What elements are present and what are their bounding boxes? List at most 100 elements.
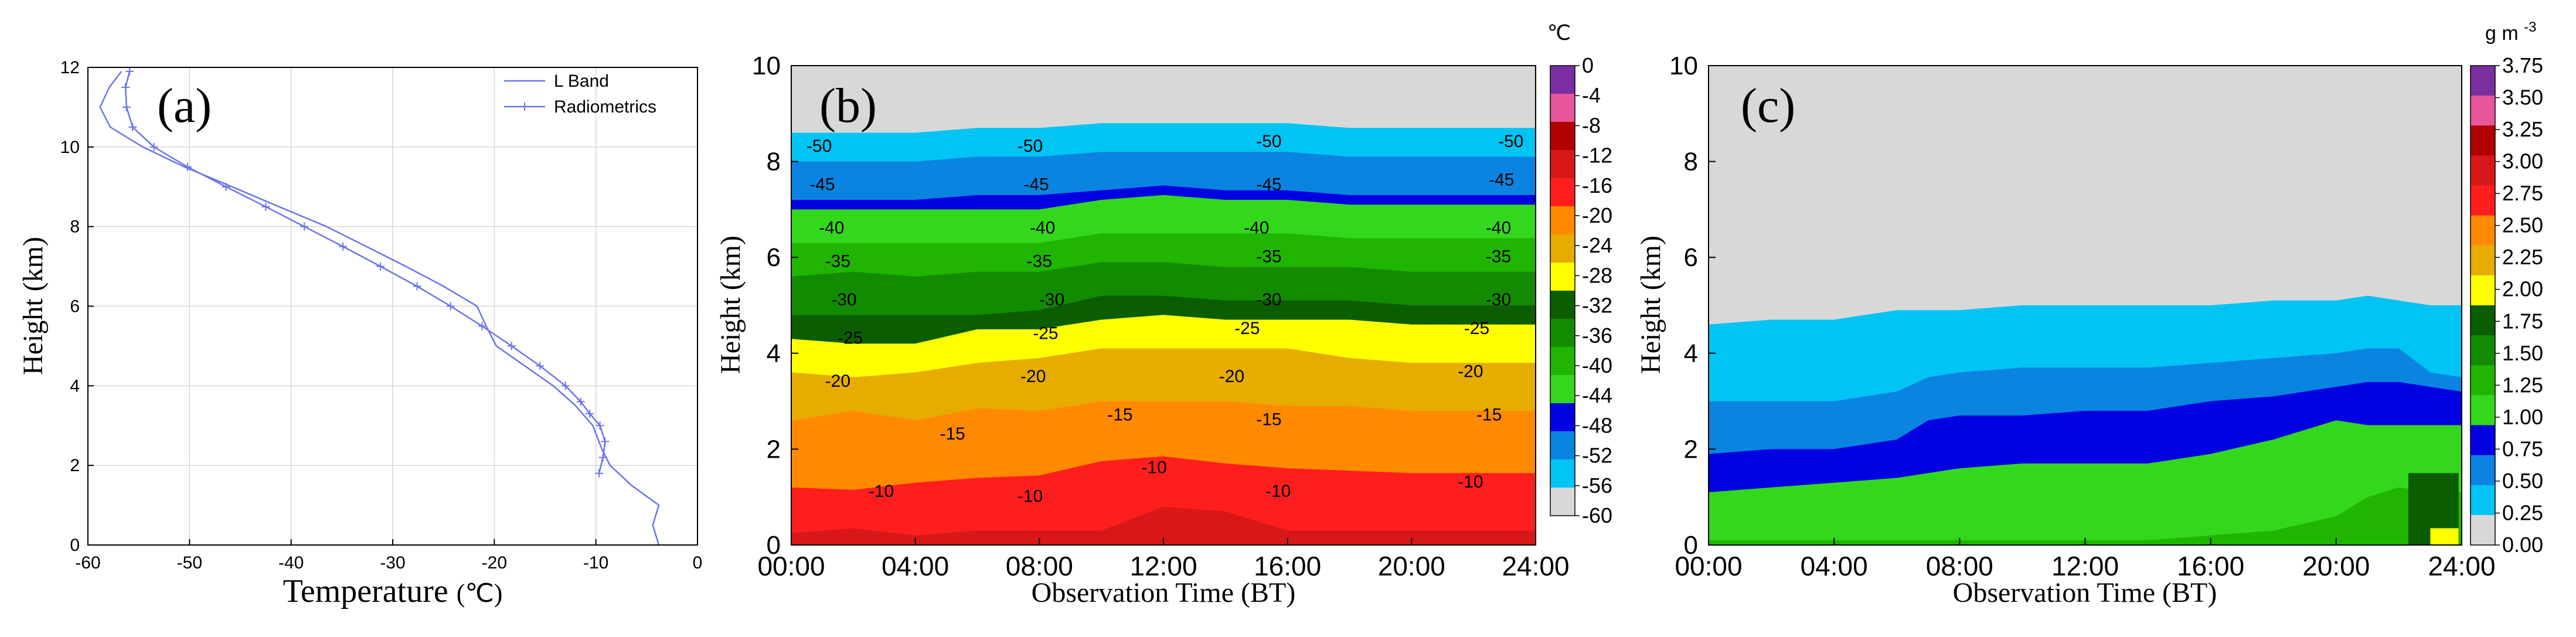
- data-point-radiometrics: [576, 397, 585, 406]
- contour-label: -35: [1256, 247, 1281, 266]
- colorbar-tick-label: 2.50: [2502, 213, 2543, 237]
- panel-a-y-tick-label: 8: [70, 217, 80, 237]
- colorbar-tick-label: 1.00: [2502, 405, 2543, 429]
- panel-c-x-axis-title: Observation Time: [1953, 577, 2155, 608]
- colorbar-swatch: [1550, 94, 1575, 122]
- panel-c-colorbar-unit: g m -3: [2485, 19, 2536, 45]
- colorbar-swatch: [1550, 291, 1575, 319]
- color-band-1_00: [1709, 487, 2462, 545]
- data-point-radiometrics: [561, 381, 570, 390]
- panel-b-y-tick-label: 0: [767, 531, 781, 560]
- panel-b-x-tick-label: 24:00: [1502, 551, 1569, 581]
- contour-label: -25: [1464, 319, 1489, 338]
- panel-c-y-tick-label: 8: [1684, 148, 1698, 176]
- colorbar-swatch: [2470, 305, 2495, 336]
- data-point-radiometrics: [125, 67, 134, 76]
- colorbar-tick-label: 2.75: [2502, 181, 2543, 205]
- panel-a-x-axis-label: Temperature (℃): [283, 573, 503, 609]
- panel-c-x-tick-label: 04:00: [1801, 551, 1868, 581]
- color-band--12: [791, 456, 1536, 545]
- contour-label: -40: [819, 218, 844, 237]
- colorbar-tick-label: -16: [1582, 173, 1612, 197]
- panel-a-x-tick-label: -50: [177, 553, 202, 573]
- panel-a-x-tick-label: -10: [583, 553, 608, 573]
- panel-c-y-tick-label: 4: [1684, 339, 1698, 368]
- panel-b-y-tick-label: 2: [767, 435, 781, 464]
- panel-a-y-tick-label: 0: [70, 536, 80, 555]
- panel-a-y-tick-label: 12: [60, 58, 80, 77]
- colorbar-swatch: [2470, 365, 2495, 396]
- contour-label: -15: [1107, 405, 1132, 424]
- panel-c-y-tick-label: 2: [1684, 435, 1698, 464]
- contour-label: -10: [1141, 458, 1166, 477]
- colorbar-swatch: [1550, 263, 1575, 291]
- legend-label-l-band: L Band: [554, 71, 609, 91]
- data-point-radiometrics: [128, 122, 137, 131]
- colorbar-swatch: [1550, 488, 1575, 516]
- panel-c-x-tick-label: 16:00: [2177, 551, 2244, 581]
- data-point-radiometrics: [339, 242, 348, 251]
- panel-a-x-axis-title: Temperature: [283, 573, 448, 609]
- colorbar-swatch: [1550, 150, 1575, 179]
- data-point-radiometrics: [586, 409, 594, 418]
- contour-label: -15: [940, 424, 965, 444]
- colorbar-tick-label: 0: [1582, 53, 1594, 77]
- data-point-radiometrics: [376, 262, 385, 271]
- panel-c-x-tick-label: 12:00: [2051, 551, 2119, 581]
- panel-a-y-tick-label: 6: [70, 297, 80, 316]
- data-point-radiometrics: [222, 182, 230, 191]
- panel-b-color-bands: [791, 66, 1536, 545]
- colorbar-tick-label: -4: [1582, 83, 1601, 107]
- panel-b-x-axis-unit: (BT): [1241, 577, 1295, 608]
- data-point-radiometrics: [478, 322, 486, 331]
- color-band-2_00: [2430, 528, 2459, 545]
- panel-a-x-axis-unit: (℃): [457, 579, 503, 608]
- data-point-radiometrics: [598, 453, 607, 462]
- data-point-radiometrics: [149, 142, 158, 151]
- panel-c-colorbar-unit-exponent: -3: [2524, 19, 2536, 35]
- colorbar-swatch: [2470, 425, 2495, 456]
- colorbar-tick-label: 2.25: [2502, 245, 2543, 269]
- colorbar-swatch: [1550, 122, 1575, 151]
- colorbar-swatch: [1550, 319, 1575, 348]
- colorbar-tick-label: 2.00: [2502, 277, 2543, 301]
- contour-label: -25: [1033, 323, 1058, 343]
- panel-b-y-axis-label: Height (km): [715, 236, 746, 374]
- panel-b-colorbar: 0 -4 -8 -12 -16 -20 -24 -28 -32 -36 -40 -44 -48 -52 -5…: [1550, 53, 1612, 527]
- colorbar-tick-label: -36: [1582, 323, 1612, 348]
- colorbar-tick-label: -60: [1582, 503, 1612, 527]
- panel-c-x-axis-label: Observation Time (BT): [1953, 577, 2217, 608]
- colorbar-tick-label: 1.25: [2502, 373, 2543, 397]
- panel-b-x-axis-title: Observation Time: [1032, 577, 1234, 608]
- panel-c-x-ticks: 00:00 04:00 08:00 12:00 16:00 20:00 24:00: [1675, 538, 2496, 581]
- panel-c-x-tick-label: 24:00: [2428, 551, 2495, 581]
- panel-a-y-axis-label: Height (km): [18, 237, 49, 375]
- contour-label: -15: [1476, 405, 1502, 424]
- colorbar-tick-label: 1.50: [2502, 341, 2543, 365]
- data-point-radiometrics: [595, 421, 604, 430]
- contour-label: -30: [1486, 290, 1511, 309]
- contour-label: -20: [1020, 367, 1046, 386]
- panel-b-y-ticks: 0 2 4 6 8 10: [752, 52, 798, 560]
- colorbar-swatch: [1550, 347, 1575, 376]
- colorbar-swatch: [1550, 459, 1575, 488]
- contour-label: -35: [1027, 252, 1052, 271]
- panel-c-y-tick-label: 6: [1684, 243, 1698, 272]
- colorbar-swatch: [2470, 485, 2495, 516]
- colorbar-swatch: [1550, 431, 1575, 460]
- panel-a-y-tick-label: 10: [60, 138, 80, 157]
- colorbar-swatch: [2470, 275, 2495, 306]
- contour-label: -10: [1458, 472, 1483, 492]
- color-band-0_75: [1709, 420, 2462, 545]
- legend-marker-radiometrics: [520, 103, 529, 111]
- panel-b-x-ticks: 00:00 04:00 08:00 12:00 16:00 20:00 24:00: [757, 538, 1570, 581]
- data-point-radiometrics: [507, 342, 516, 350]
- panel-b-y-tick-label: 6: [767, 243, 781, 272]
- panel-c-y-axis-label: Height (km): [1635, 236, 1666, 374]
- colorbar-tick-label: 3.50: [2502, 86, 2543, 110]
- contour-label: -50: [807, 137, 832, 156]
- colorbar-tick-label: 0.50: [2502, 469, 2543, 493]
- colorbar-tick-label: 1.75: [2502, 309, 2543, 333]
- colorbar-tick-label: 3.75: [2502, 53, 2543, 77]
- panel-b-y-tick-label: 4: [767, 339, 781, 368]
